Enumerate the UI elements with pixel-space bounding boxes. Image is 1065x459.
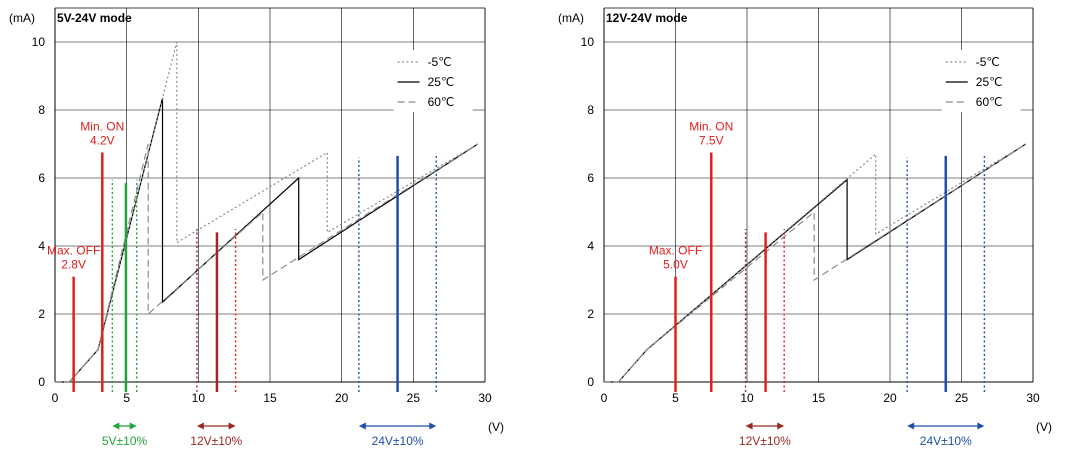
x-tick-label: 0 — [601, 391, 608, 405]
range-label: 24V±10% — [920, 434, 972, 448]
y-tick-label: 0 — [38, 375, 45, 389]
chart-title: 12V-24V mode — [606, 11, 688, 25]
marker-label: 2.8V — [61, 258, 86, 272]
y-tick-label: 8 — [587, 103, 594, 117]
y-tick-label: 2 — [587, 307, 594, 321]
y-tick-label: 6 — [38, 171, 45, 185]
legend-entry: 25℃ — [428, 75, 455, 89]
x-axis-label: (V) — [1036, 420, 1052, 434]
range-arrowhead-right — [429, 422, 437, 430]
range-arrowhead-left — [112, 422, 120, 430]
x-tick-label: 15 — [812, 391, 826, 405]
x-tick-label: 20 — [883, 391, 897, 405]
marker-label: 5.0V — [663, 258, 688, 272]
y-tick-label: 4 — [587, 239, 594, 253]
range-arrowhead-left — [358, 422, 366, 430]
legend-entry: 60℃ — [428, 95, 455, 109]
y-tick-label: 8 — [38, 103, 45, 117]
range-arrowhead-left — [745, 422, 753, 430]
legend-entry: -5℃ — [428, 55, 452, 69]
x-tick-label: 25 — [955, 391, 969, 405]
range-label: 24V±10% — [372, 434, 424, 448]
range-arrowhead-right — [777, 422, 785, 430]
x-tick-label: 30 — [1026, 391, 1040, 405]
marker-label: Max. OFF — [649, 244, 702, 258]
x-tick-label: 20 — [335, 391, 349, 405]
range-arrowhead-right — [228, 422, 236, 430]
legend-entry: -5℃ — [976, 55, 1000, 69]
range-arrowhead-left — [907, 422, 915, 430]
y-tick-label: 0 — [587, 375, 594, 389]
x-tick-label: 5 — [672, 391, 679, 405]
range-arrowhead-right — [129, 422, 137, 430]
range-label: 12V±10% — [190, 434, 242, 448]
chart-1: 0 5 10 15 20 25 30 0 2 4 6 8 10 (mA) (V) 5V-24V mode Max… — [9, 7, 504, 448]
series-line-3 — [604, 143, 1027, 383]
marker-label: Max. OFF — [47, 244, 100, 258]
y-tick-label: 2 — [38, 307, 45, 321]
x-axis-label: (V) — [488, 420, 504, 434]
range-arrowhead-right — [977, 422, 985, 430]
marker-label: Min. ON — [689, 120, 733, 134]
y-tick-label: 10 — [581, 35, 595, 49]
x-tick-label: 0 — [52, 391, 59, 405]
marker-label: 4.2V — [90, 134, 115, 148]
chart-2: 0 5 10 15 20 25 30 0 2 4 6 8 10 (mA) (V) 12V-24V mode Ma… — [558, 7, 1052, 448]
marker-label: Min. ON — [80, 120, 124, 134]
marker-label: 7.5V — [699, 134, 724, 148]
y-tick-label: 4 — [38, 239, 45, 253]
range-label: 12V±10% — [739, 434, 791, 448]
legend-entry: 60℃ — [976, 95, 1003, 109]
x-tick-label: 25 — [407, 391, 421, 405]
series-line-1 — [55, 97, 479, 383]
y-tick-label: 6 — [587, 171, 594, 185]
x-tick-label: 10 — [192, 391, 206, 405]
x-tick-label: 5 — [123, 391, 130, 405]
y-axis-label: (mA) — [9, 11, 35, 25]
y-axis-label: (mA) — [558, 11, 584, 25]
legend-background — [393, 50, 473, 112]
x-tick-label: 30 — [478, 391, 492, 405]
chart-title: 5V-24V mode — [57, 11, 132, 25]
y-tick-label: 10 — [32, 35, 46, 49]
range-label: 5V±10% — [102, 434, 148, 448]
legend-entry: 25℃ — [976, 75, 1003, 89]
series-line-3 — [55, 143, 479, 383]
series-line-2 — [604, 143, 1027, 383]
range-arrowhead-left — [196, 422, 204, 430]
legend-background — [941, 50, 1021, 112]
x-tick-label: 15 — [263, 391, 277, 405]
x-tick-label: 10 — [740, 391, 754, 405]
